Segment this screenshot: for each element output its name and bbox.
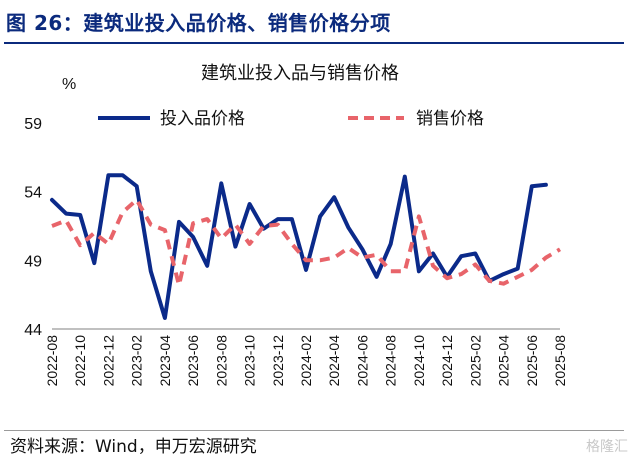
x-tick-label: 2025-02: [467, 335, 483, 387]
x-tick-label: 2023-12: [270, 335, 286, 387]
x-tick-label: 2024-06: [354, 335, 370, 387]
y-tick-label: 44: [24, 322, 42, 339]
source-divider: [4, 430, 624, 431]
series-line-sales-price: [51, 197, 562, 288]
x-tick-label: 2022-10: [72, 335, 88, 387]
x-tick-label: 2022-12: [100, 335, 116, 387]
y-tick-label: 49: [24, 253, 42, 270]
x-tick-label: 2024-08: [383, 335, 399, 387]
chart-title: 建筑业投入品与销售价格: [201, 63, 399, 84]
x-tick-label: 2023-04: [157, 335, 173, 387]
source-note: 资料来源：Wind，申万宏源研究: [10, 437, 257, 457]
x-tick-label: 2022-08: [44, 335, 60, 387]
legend-label-sales-price: 销售价格: [416, 109, 484, 129]
series-lines: [50, 173, 562, 320]
legend-label-input-price: 投入品价格: [160, 109, 245, 129]
x-tick-label: 2023-08: [213, 335, 229, 387]
chart: 建筑业投入品与销售价格 % 投入品价格 销售价格 44 49 54 59 2022-08…: [24, 63, 568, 386]
y-axis-label: %: [62, 76, 76, 93]
x-tick-label: 2025-06: [524, 335, 540, 387]
series-line-input-price: [50, 173, 548, 320]
legend: 投入品价格 销售价格: [98, 109, 484, 129]
y-tick-label: 54: [24, 185, 42, 202]
figure-title: 图 26：建筑业投入品价格、销售价格分项: [6, 11, 391, 35]
watermark-logo: 格隆汇: [586, 439, 628, 455]
x-tick-label: 2025-04: [496, 335, 512, 387]
x-tick-label: 2023-10: [242, 335, 258, 387]
x-tick-label: 2025-08: [552, 335, 568, 387]
x-tick-label: 2024-04: [326, 335, 342, 387]
title-divider: [4, 42, 624, 44]
axes: 44 49 54 59 2022-08 2022-10 2022-12 2023-02 2023…: [24, 116, 568, 386]
x-tick-label: 2024-12: [439, 335, 455, 387]
y-tick-label: 59: [24, 116, 42, 133]
x-tick-label: 2024-10: [411, 335, 427, 387]
x-tick-label: 2023-02: [129, 335, 145, 387]
x-tick-label: 2023-06: [185, 335, 201, 387]
x-tick-label: 2024-02: [298, 335, 314, 387]
